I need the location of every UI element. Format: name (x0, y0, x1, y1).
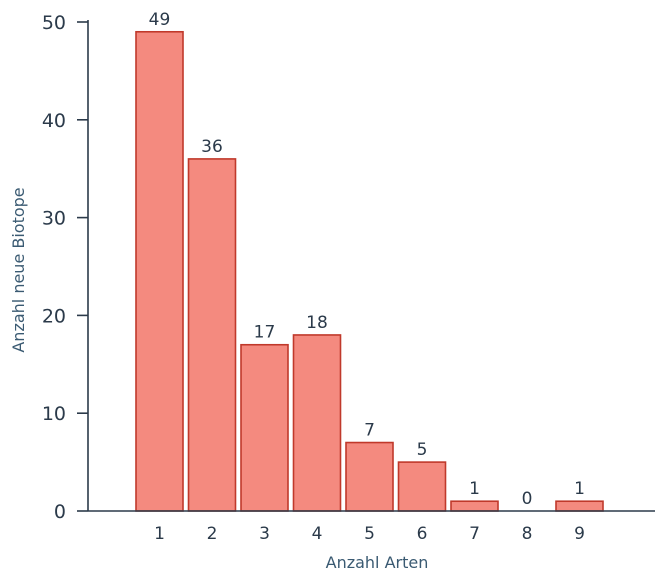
bar (555, 500, 604, 512)
x-tick-label: 4 (312, 524, 323, 544)
y-axis-title: Anzahl neue Biotope (9, 187, 28, 352)
bar-data-label: 17 (254, 323, 276, 343)
bar-data-label: 49 (149, 10, 171, 30)
x-tick-label: 5 (364, 524, 375, 544)
x-tick-label: 6 (417, 524, 428, 544)
bar (397, 461, 447, 512)
x-tick-label: 9 (574, 524, 585, 544)
bar-data-label: 0 (522, 489, 533, 509)
x-axis-title: Anzahl Arten (326, 553, 429, 572)
bar (240, 343, 289, 512)
y-tick-label: 50 (42, 12, 66, 34)
x-tick-label: 7 (469, 524, 480, 544)
bar-data-label: 18 (306, 313, 328, 333)
bar (135, 30, 184, 512)
y-tick-label: 0 (54, 501, 66, 523)
y-tick-label: 10 (42, 403, 66, 425)
bar (345, 441, 394, 512)
bar-data-label: 36 (201, 137, 223, 157)
y-tick-label: 40 (42, 110, 66, 132)
bars (135, 30, 604, 512)
bar-data-label: 7 (364, 421, 375, 441)
x-axis: 1 2 3 4 5 6 7 8 9 (88, 510, 655, 544)
x-tick-label: 1 (154, 524, 165, 544)
bar (187, 158, 237, 512)
x-tick-label: 3 (259, 524, 270, 544)
bar-data-labels: 49 36 17 18 7 5 1 0 1 (149, 10, 585, 509)
bar-data-label: 1 (469, 479, 480, 499)
bar (450, 500, 499, 512)
bar (292, 334, 342, 512)
bar-data-label: 5 (417, 440, 428, 460)
y-tick-label: 30 (42, 208, 66, 230)
x-tick-label: 2 (207, 524, 218, 544)
x-tick-label: 8 (522, 524, 533, 544)
y-axis: 0 10 20 30 40 50 (42, 12, 89, 523)
bar-data-label: 1 (574, 479, 585, 499)
y-tick-label: 20 (42, 305, 66, 327)
